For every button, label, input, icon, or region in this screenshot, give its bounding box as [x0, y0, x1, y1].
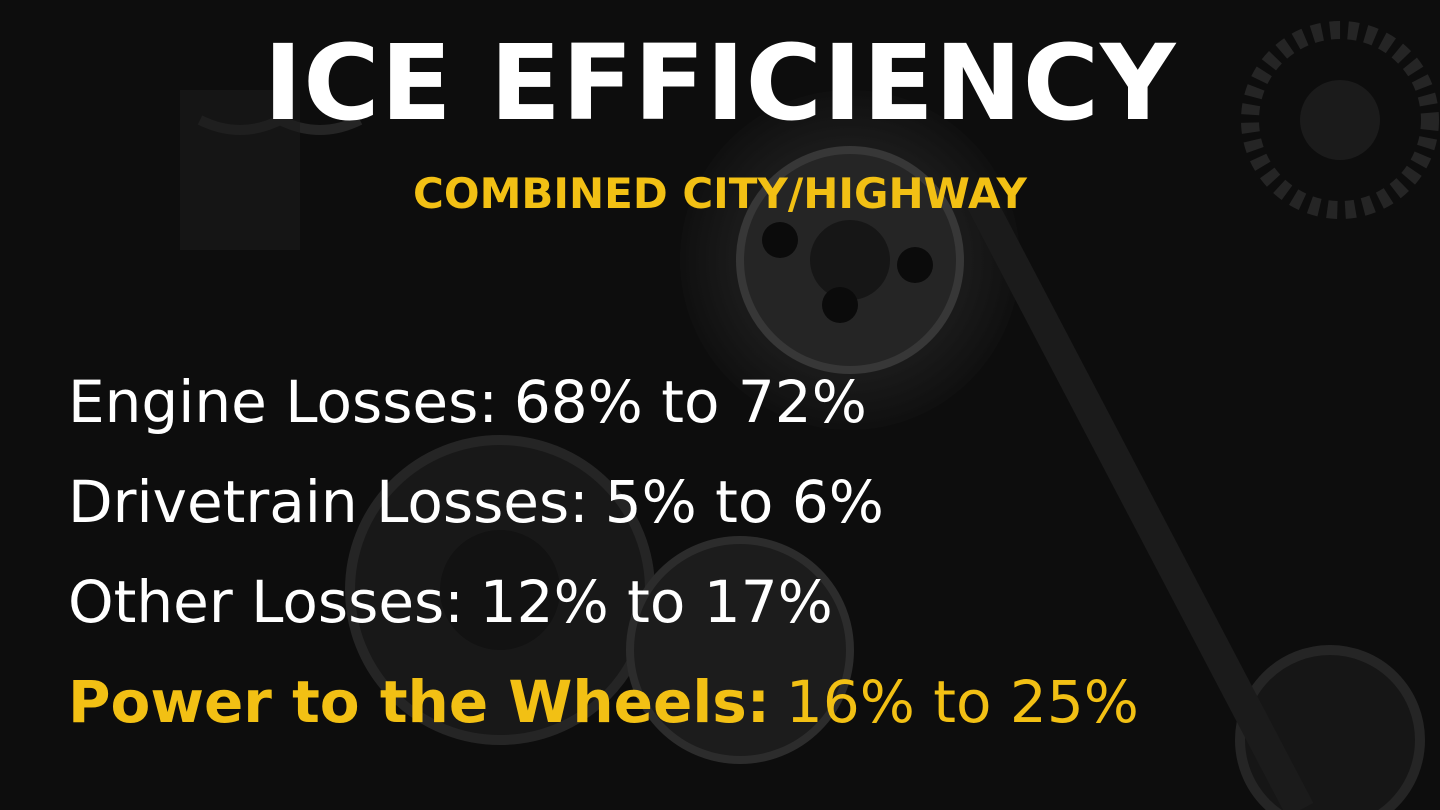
- item-value: 12% to 17%: [479, 568, 833, 636]
- item-value: 16% to 25%: [785, 668, 1139, 736]
- item-label: Engine Losses:: [68, 368, 498, 436]
- item-value: 5% to 6%: [604, 468, 884, 536]
- item-value: 68% to 72%: [513, 368, 867, 436]
- item: Engine Losses: 68% to 72%: [68, 352, 1139, 452]
- item-label: Other Losses:: [68, 568, 464, 636]
- item: Drivetrain Losses: 5% to 6%: [68, 452, 1139, 552]
- item: Other Losses: 12% to 17%: [68, 552, 1139, 652]
- item-list: Engine Losses: 68% to 72% Drivetrain Losse…: [68, 352, 1139, 752]
- item-label: Drivetrain Losses:: [68, 468, 589, 536]
- item: Power to the Wheels: 16% to 25%: [68, 652, 1139, 752]
- title: ICE EFFICIENCY: [263, 22, 1177, 144]
- item-label: Power to the Wheels:: [68, 668, 770, 736]
- subtitle: COMBINED CITY/HIGHWAY: [413, 169, 1027, 218]
